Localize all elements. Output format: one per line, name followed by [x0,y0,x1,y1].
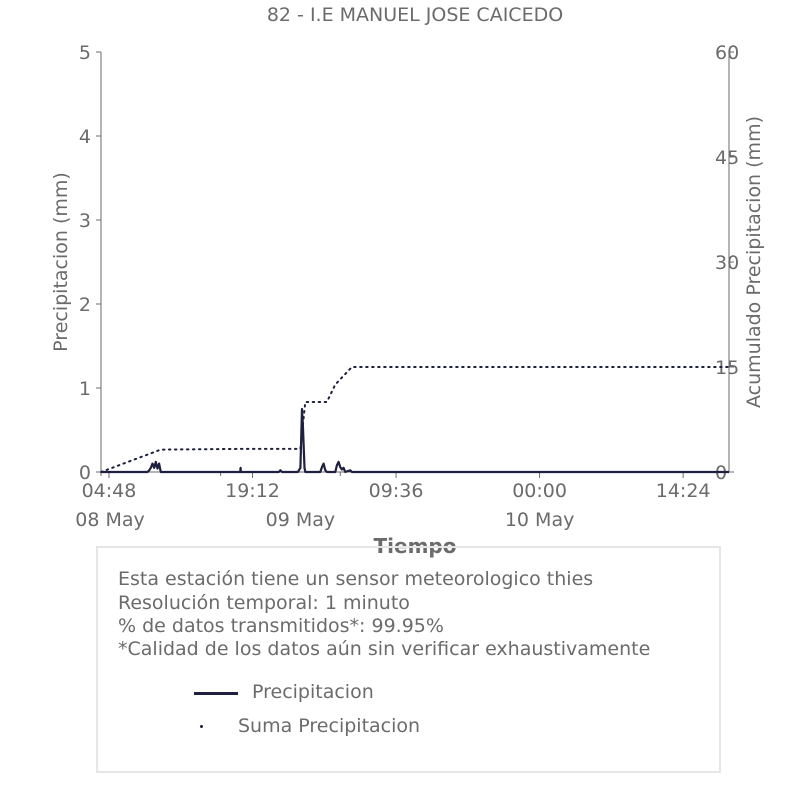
legend-dot-swatch [200,725,203,728]
x-tick-label: 00:00 [512,480,567,502]
x-date-label: 09 May [266,509,336,531]
chart-marks [100,366,730,474]
data-quality-note: *Calidad de los datos aún sin verificar … [118,638,651,660]
x-date-label: 10 May [505,509,575,531]
legend-label-precipitacion: Precipitacion [252,681,374,703]
y-tick-label: 5 [79,42,91,64]
data-transmitted-text: % de datos transmitidos*: 99.95% [118,615,444,637]
station-sensor-text: Esta estación tiene un sensor meteorolog… [118,568,594,590]
y2-tick-label: 60 [715,42,739,64]
x-tick-label: 14:24 [656,480,711,502]
y2-axis-label: Acumulado Precipitacion (mm) [743,116,765,408]
chart-title: 82 - I.E MANUEL JOSE CAICEDO [267,4,563,26]
y-tick-label: 3 [79,210,91,232]
x-tick-label: 09:36 [369,480,424,502]
y-tick-label: 2 [79,294,91,316]
precipitacion-series-line [101,407,729,474]
x-date-label: 08 May [75,509,145,531]
y-tick-label: 4 [79,126,91,148]
temporal-resolution-text: Resolución temporal: 1 minuto [118,592,410,614]
x-tick-label: 19:12 [225,480,280,502]
legend-line-swatch [194,692,238,695]
station-info-panel: Esta estación tiene un sensor meteorolog… [96,546,721,773]
precipitation-chart: 82 - I.E MANUEL JOSE CAICEDO 01234501530… [50,4,765,558]
y-axis-label: Precipitacion (mm) [50,172,72,352]
y-tick-label: 0 [79,462,91,484]
y2-tick-label: 45 [715,147,739,169]
y2-tick-label: 30 [715,252,739,274]
x-tick-label: 04:48 [82,480,137,502]
legend-label-suma-precipitacion: Suma Precipitacion [238,715,421,737]
y-tick-label: 1 [79,378,91,400]
suma-precipitacion-series-line [100,366,730,473]
